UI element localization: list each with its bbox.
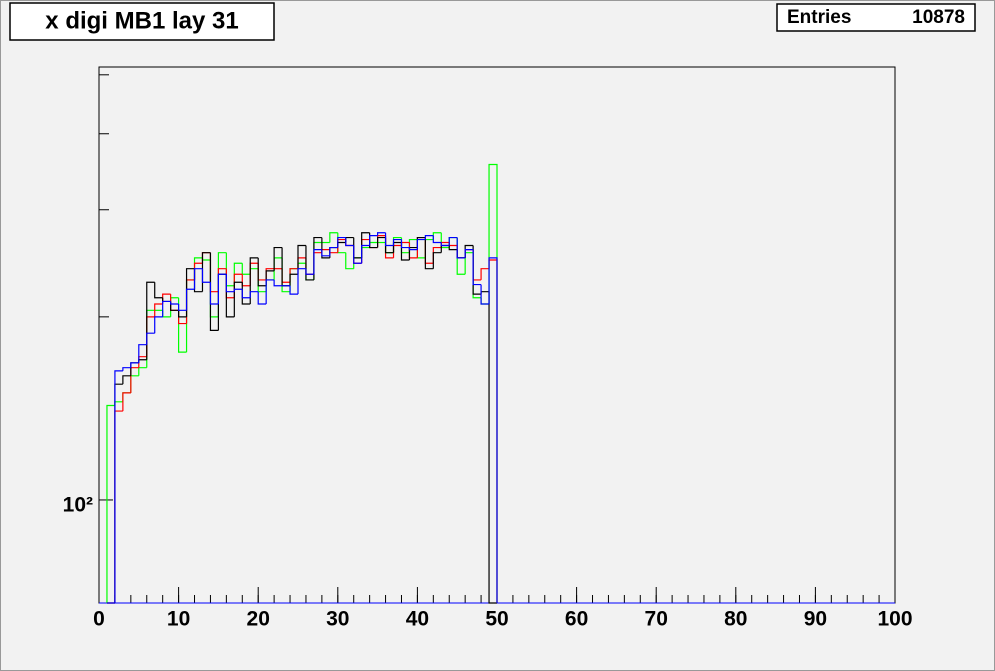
histogram-bin (424, 237, 434, 270)
histogram-bin (233, 288, 243, 292)
histogram-bin (337, 236, 346, 248)
x-tick-label: 10 (167, 608, 190, 631)
histogram-bin (130, 362, 139, 368)
histogram-bin (313, 248, 322, 275)
stats-box (776, 3, 976, 32)
histogram-bin (305, 245, 314, 281)
histogram-bin (480, 284, 490, 305)
histogram-bin (106, 404, 115, 603)
x-tick-label: 20 (247, 608, 270, 631)
histogram-bin (178, 310, 187, 318)
histogram-bin (162, 300, 171, 317)
histogram-bin (217, 273, 227, 304)
histogram-bin (345, 252, 354, 270)
histogram-bin (241, 289, 251, 299)
histogram-bin (464, 248, 474, 258)
histogram-bin (456, 237, 466, 259)
histogram-bin (170, 301, 179, 305)
histogram-bin (138, 344, 147, 363)
histogram-bin (400, 239, 410, 249)
histogram-bin (154, 316, 163, 334)
histogram-bin (122, 392, 131, 412)
histogram-bin (329, 232, 338, 243)
histogram-bin (257, 291, 267, 305)
histogram-bin (193, 268, 203, 290)
histogram-bin (265, 279, 275, 304)
histogram-bin (185, 288, 195, 311)
x-tick-label: 70 (645, 608, 668, 631)
histogram-bin (361, 244, 370, 264)
histogram-bin (448, 245, 458, 251)
histogram-bin (154, 282, 163, 299)
x-tick-label: 80 (724, 608, 747, 631)
histogram-bin (377, 236, 386, 248)
histogram-bin (273, 246, 283, 271)
histogram-bin (384, 232, 394, 247)
histogram-bin (289, 273, 298, 286)
histogram-bin (353, 245, 362, 264)
histogram-bin (178, 303, 187, 311)
stats-label: Entries (787, 7, 851, 28)
y-tick-label: 10² (63, 494, 93, 517)
x-tick-label: 90 (804, 608, 827, 631)
histogram-bin (209, 252, 219, 332)
histogram-bin (289, 285, 298, 295)
histogram-bin (114, 370, 123, 603)
histogram-bin (321, 249, 330, 257)
histogram-bin (400, 242, 410, 261)
x-tick-label: 30 (326, 608, 349, 631)
x-tick-label: 100 (877, 608, 912, 631)
histogram-bin (249, 291, 259, 298)
histogram-bin (432, 235, 442, 244)
histogram-bin (225, 274, 235, 293)
histogram-bin (480, 268, 490, 280)
histogram-bin (122, 367, 131, 371)
histogram-bin (369, 235, 378, 246)
histogram-bin (201, 268, 211, 283)
histogram-bin (122, 375, 131, 385)
histogram-bin (209, 282, 219, 305)
histogram-bin (488, 291, 497, 604)
histogram-bin (305, 268, 314, 275)
histogram-bin (440, 242, 450, 247)
histogram-bin (408, 247, 418, 251)
histogram-bin (233, 281, 243, 317)
histogram-bin (249, 257, 259, 304)
histogram-bin (321, 237, 330, 259)
histogram-bin (257, 257, 267, 287)
histogram-bin (432, 252, 442, 269)
histogram-bin (377, 232, 386, 236)
histogram-bin (146, 332, 155, 345)
histogram-bin (416, 238, 426, 250)
x-tick-label: 50 (485, 608, 508, 631)
x-tick-label: 40 (406, 608, 429, 631)
histogram-bin (297, 268, 306, 295)
x-tick-label: 0 (93, 608, 105, 631)
histogram-bin (488, 257, 498, 603)
histogram-bin (424, 235, 434, 240)
x-tick-label: 60 (565, 608, 588, 631)
histogram-bin (154, 303, 163, 317)
histogram-bin (329, 246, 338, 256)
histogram-bin (345, 237, 354, 247)
histogram-bin (392, 238, 402, 246)
histogram-bin (297, 244, 306, 275)
chart-title: x digi MB1 lay 31 (45, 7, 238, 34)
title-box (9, 2, 275, 41)
histogram-bin (472, 249, 482, 286)
histogram-bin (273, 279, 283, 287)
stats-value: 10878 (912, 7, 965, 28)
histogram-bin (448, 236, 458, 246)
